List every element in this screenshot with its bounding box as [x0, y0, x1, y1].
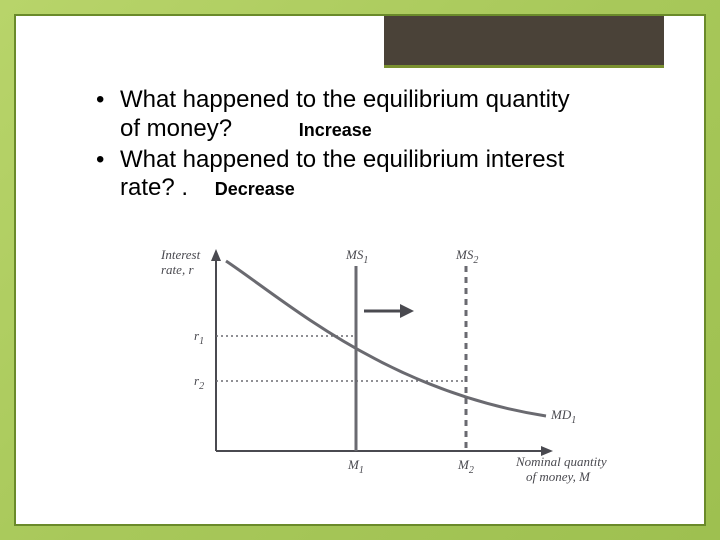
r1-label: r1: [194, 328, 204, 347]
ms2-label: MS2: [455, 247, 478, 266]
m2-label: M2: [457, 457, 474, 476]
bullet-dot: •: [96, 146, 120, 175]
x-axis-label: of money, M: [526, 469, 591, 484]
bullet-item: • What happened to the equilibrium inter…: [96, 146, 654, 204]
money-market-chart: Interest rate, r Nominal quantity of mon…: [146, 241, 626, 511]
m1-label: M1: [347, 457, 364, 476]
md-curve: [226, 261, 546, 416]
y-axis-label: Interest: [160, 247, 201, 262]
bullet-line: rate? .: [120, 174, 188, 201]
title-block: [384, 16, 664, 68]
chart-svg: Interest rate, r Nominal quantity of mon…: [146, 241, 626, 511]
bullet-line: What happened to the equilibrium interes…: [120, 146, 564, 173]
bullet-line: of money?: [120, 115, 232, 142]
slide-frame: • What happened to the equilibrium quant…: [14, 14, 706, 526]
y-axis-arrow-icon: [211, 249, 221, 261]
bullet-line: What happened to the equilibrium quantit…: [120, 86, 570, 113]
bullet-text: What happened to the equilibrium quantit…: [120, 86, 654, 144]
x-axis-label: Nominal quantity: [515, 454, 607, 469]
shift-arrow-head-icon: [400, 304, 414, 318]
bullet-answer: Decrease: [215, 179, 295, 199]
bullet-dot: •: [96, 86, 120, 115]
bullet-text: What happened to the equilibrium interes…: [120, 146, 654, 204]
y-axis-label: rate, r: [161, 262, 194, 277]
md-label: MD1: [550, 407, 576, 426]
r2-label: r2: [194, 373, 204, 392]
bullet-answer: Increase: [299, 120, 372, 140]
bullet-list: • What happened to the equilibrium quant…: [66, 86, 654, 203]
bullet-item: • What happened to the equilibrium quant…: [96, 86, 654, 144]
ms1-label: MS1: [345, 247, 368, 266]
